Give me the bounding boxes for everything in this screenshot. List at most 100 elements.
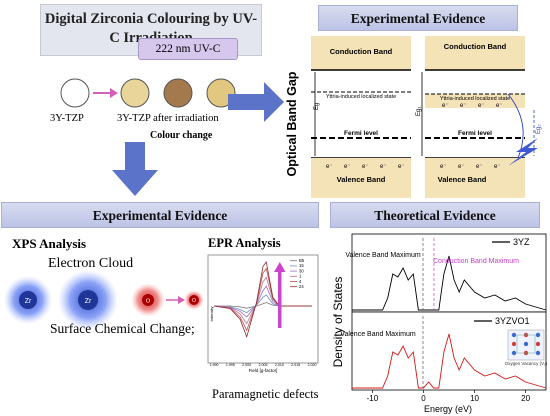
svg-text:e⁻: e⁻ xyxy=(398,164,405,170)
svg-text:e⁻: e⁻ xyxy=(460,103,467,109)
sample-sequence xyxy=(60,78,236,108)
epr-title: EPR Analysis xyxy=(208,236,281,250)
band-axis-label: Optical Band Gap xyxy=(285,71,299,176)
dos-line-3YZVO1 xyxy=(352,333,547,389)
svg-text:Fermi level: Fermi level xyxy=(458,130,492,137)
bottom-left-banner: Experimental Evidence xyxy=(1,202,319,228)
svg-text:Valence Band: Valence Band xyxy=(337,175,386,184)
sample-after-label: 3Y-TZP after irradiation xyxy=(117,113,219,124)
electron-cloud-label: Electron Cloud xyxy=(48,256,134,271)
epr-xtick-label: 2.005 xyxy=(259,363,268,367)
epr-highlight-arrow xyxy=(274,262,286,272)
epr-xtick-label: 2.000 xyxy=(242,363,251,367)
svg-text:3YZVO1: 3YZVO1 xyxy=(495,316,530,326)
dos-line-3YZ xyxy=(352,255,547,311)
svg-text:e⁻: e⁻ xyxy=(326,164,333,170)
right-localized-band xyxy=(425,94,525,108)
svg-text:e⁻: e⁻ xyxy=(494,164,501,170)
svg-text:O: O xyxy=(146,299,151,305)
svg-text:e⁻: e⁻ xyxy=(442,103,449,109)
epr-highlight-bar xyxy=(278,270,282,328)
epr-legend-label: B5 xyxy=(299,258,305,263)
inset-atom xyxy=(535,341,541,347)
dos-xtick-label: -10 xyxy=(367,394,379,403)
dos-xtick-label: 20 xyxy=(521,394,530,403)
top-right-banner: Experimental Evidence xyxy=(318,5,518,31)
svg-text:O: O xyxy=(192,298,196,304)
epr-legend-label: 24 xyxy=(299,284,304,289)
inset-atom xyxy=(523,341,529,347)
svg-text:Yttria-induced localized state: Yttria-induced localized state xyxy=(440,96,510,102)
dos-top-series xyxy=(352,255,547,311)
inset-atom xyxy=(535,350,541,356)
band-diagram: Optical Band Gap Conduction Band Yttria-… xyxy=(285,36,542,198)
dos-xtick-label: 10 xyxy=(470,394,479,403)
sample-after-1 xyxy=(120,78,150,108)
dos-xtick-label: 0 xyxy=(421,394,426,403)
svg-text:e⁻: e⁻ xyxy=(458,164,465,170)
epr-ylabel: Intensity xyxy=(209,307,214,322)
svg-text:Eg: Eg xyxy=(314,103,320,110)
epr-xtick-label: 1.995 xyxy=(226,363,235,367)
inset-atom xyxy=(511,341,517,347)
left-conduction-band xyxy=(311,36,411,70)
epr-xtick-label: 1.990 xyxy=(210,363,219,367)
svg-text:Oxygen Vacancy (Vₒ): Oxygen Vacancy (Vₒ) xyxy=(505,361,548,366)
dos-xlabel: Energy (eV) xyxy=(424,404,472,414)
right-conduction-band xyxy=(425,36,525,70)
svg-text:Valence Band Maximum: Valence Band Maximum xyxy=(345,252,421,259)
epr-legend-label: 1 xyxy=(299,274,302,279)
svg-text:e⁻: e⁻ xyxy=(440,164,447,170)
svg-text:Conduction Band: Conduction Band xyxy=(444,42,507,51)
dos-xticks: -10 0 10 20 xyxy=(367,390,531,403)
svg-text:e⁻: e⁻ xyxy=(478,103,485,109)
epr-xtick-label: 2.015 xyxy=(291,363,300,367)
svg-text:Yttria-induced localized state: Yttria-induced localized state xyxy=(326,94,396,100)
inset-atom xyxy=(511,350,517,356)
dos-ylabel: Density of States xyxy=(331,277,345,368)
uv-lamp-label: 222 nm UV-C xyxy=(138,38,238,60)
surface-change-label: Surface Chemical Change; xyxy=(50,321,195,336)
colour-change-label: Colour change xyxy=(150,130,213,141)
svg-text:Conduction Band Maximum: Conduction Band Maximum xyxy=(433,258,519,265)
arrow-down-icon xyxy=(112,142,158,196)
dos-bottom-series xyxy=(352,333,547,389)
epr-xlabel: Field [g-factor] xyxy=(249,368,278,373)
svg-text:e⁻: e⁻ xyxy=(362,164,369,170)
inset-atom xyxy=(535,332,541,338)
svg-text:Zr: Zr xyxy=(25,298,32,305)
svg-text:Eg₂: Eg₂ xyxy=(536,124,542,134)
epr-legend-label: 15 xyxy=(299,263,304,268)
epr-series-group xyxy=(213,261,312,339)
xps-title: XPS Analysis xyxy=(12,236,87,251)
lightning-icon xyxy=(508,138,538,166)
inset-atom xyxy=(511,332,517,338)
dos-top-frame xyxy=(351,233,547,313)
svg-text:3YZ: 3YZ xyxy=(513,237,530,247)
sample-after-2 xyxy=(163,78,193,108)
sample-before-label: 3Y-TZP xyxy=(50,113,84,124)
sample-before-circle xyxy=(60,78,90,108)
svg-text:e⁻: e⁻ xyxy=(380,164,387,170)
epr-legend-label: 4 xyxy=(299,279,302,284)
svg-text:e⁻: e⁻ xyxy=(344,164,351,170)
epr-line-24 xyxy=(213,261,312,339)
epr-xtick-label: 2.020 xyxy=(308,363,317,367)
epr-xticks: 1.990 1.995 2.000 2.005 2.010 2.015 2.020 xyxy=(210,363,317,367)
bottom-right-banner: Theoretical Evidence xyxy=(330,202,540,228)
epr-caption: Paramagnetic defects xyxy=(212,387,319,401)
arrow-head-pink xyxy=(110,88,118,98)
right-valence-band xyxy=(425,158,525,198)
oxygen-vacancy-inset: Oxygen Vacancy (Vₒ) xyxy=(505,329,548,366)
svg-text:Zr: Zr xyxy=(85,298,92,305)
svg-text:e⁻: e⁻ xyxy=(476,164,483,170)
dos-chart: Density of States Valence Band Maximum C… xyxy=(331,233,548,414)
svg-text:Eg₁: Eg₁ xyxy=(416,107,422,116)
svg-text:e⁻: e⁻ xyxy=(496,103,503,109)
epr-xtick-label: 2.010 xyxy=(275,363,284,367)
svg-text:Conduction Band: Conduction Band xyxy=(330,47,393,56)
svg-text:Valence Band Maximum: Valence Band Maximum xyxy=(340,331,416,338)
svg-text:Valence Band: Valence Band xyxy=(438,175,487,184)
